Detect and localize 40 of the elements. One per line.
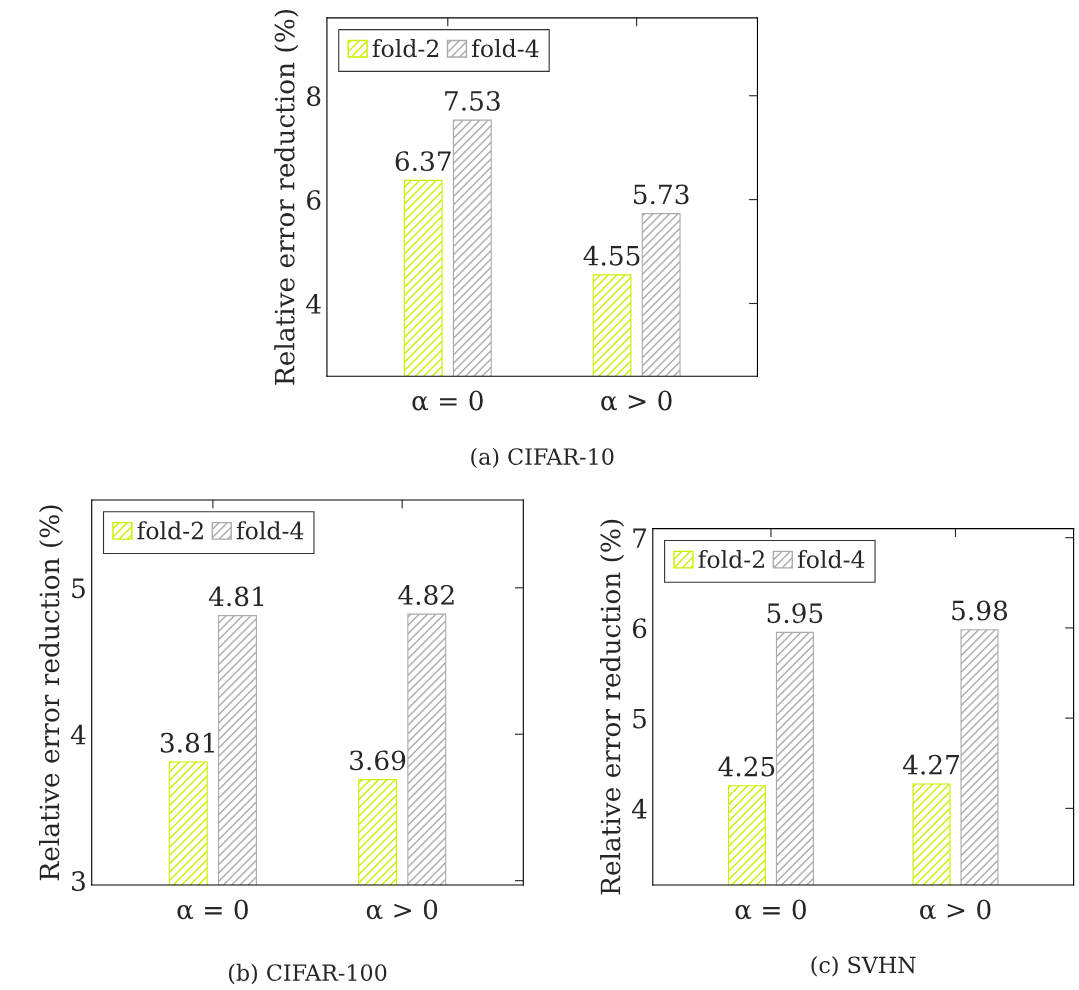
x-tick-label: α > 0 <box>920 899 991 920</box>
data-label: 4.55 <box>583 245 640 266</box>
y-tick-label: 8 <box>307 86 321 107</box>
y-tick-label: 5 <box>633 708 646 729</box>
data-label: 6.37 <box>395 151 451 172</box>
text: (c) SVHN <box>811 956 916 977</box>
x-tick-label: α = 0 <box>177 899 248 920</box>
legend-label: fold-4 <box>236 521 304 540</box>
y-tick-label: 4 <box>306 293 321 314</box>
y-axis-title: Relative error reduction (%) <box>274 9 299 385</box>
y-tick-label: 5 <box>72 578 85 599</box>
legend-label: fold-2 <box>137 521 203 540</box>
legend-label: fold-4 <box>471 39 539 58</box>
text: (b) CIFAR-100 <box>228 963 387 985</box>
legend-label: fold-2 <box>372 39 439 58</box>
legend-label: fold-4 <box>797 549 865 569</box>
data-label: 4.82 <box>398 584 454 605</box>
data-label: 7.53 <box>445 90 500 111</box>
x-tick-label: α = 0 <box>412 390 483 411</box>
y-tick-label: 4 <box>70 724 86 745</box>
y-tick-label: 6 <box>632 618 647 639</box>
y-tick-label: 4 <box>631 798 647 819</box>
y-axis-title: Relative error reduction (%) <box>38 505 64 881</box>
data-label: 3.81 <box>160 732 214 753</box>
data-label: 4.81 <box>208 586 264 607</box>
text: (a) CIFAR-10 <box>471 447 614 469</box>
y-axis-title: Relative error reduction (%) <box>600 519 625 895</box>
legend-label: fold-2 <box>698 549 764 569</box>
data-label: 5.95 <box>767 603 823 624</box>
x-tick-label: α > 0 <box>366 899 438 920</box>
data-label: 5.98 <box>952 600 1008 621</box>
data-label: 5.73 <box>634 184 689 205</box>
data-label: 3.69 <box>350 750 406 771</box>
data-label: 4.25 <box>718 756 775 777</box>
y-tick-label: 3 <box>72 871 85 892</box>
y-tick-label: 6 <box>307 190 321 211</box>
y-tick-label: 7 <box>633 528 647 548</box>
x-tick-label: α = 0 <box>735 899 806 920</box>
data-label: 4.27 <box>902 754 959 775</box>
x-tick-label: α > 0 <box>601 390 672 411</box>
